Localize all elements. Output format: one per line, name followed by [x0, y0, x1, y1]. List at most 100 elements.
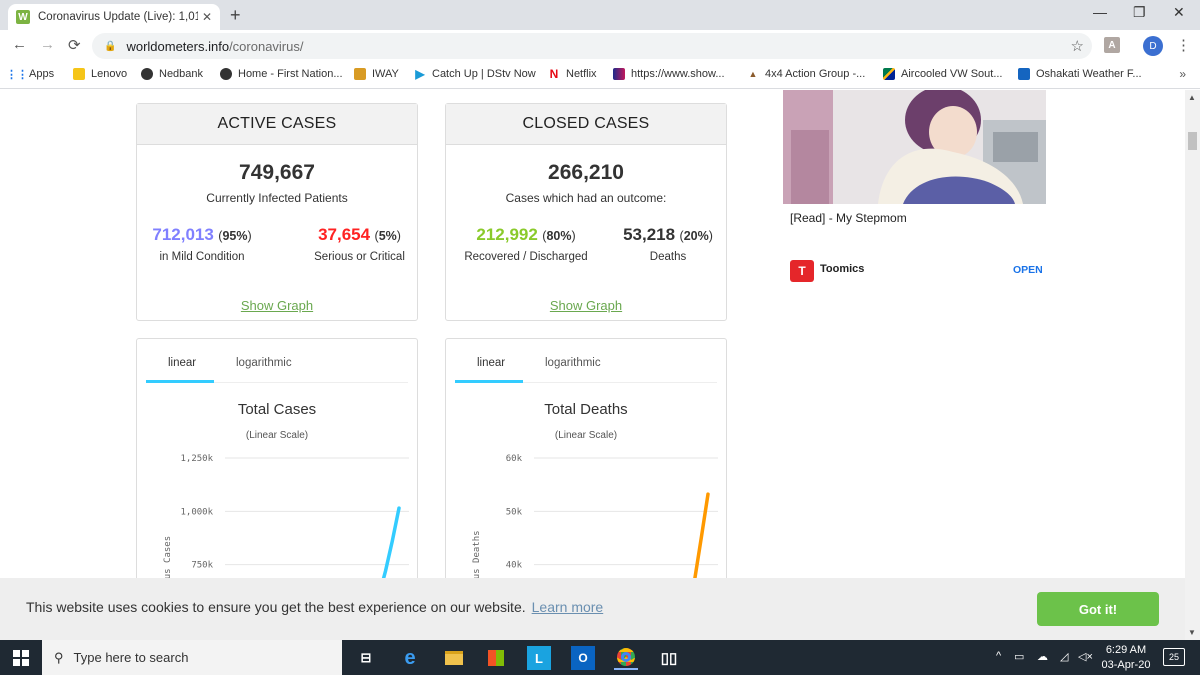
new-tab-button[interactable]: + [230, 5, 241, 25]
active-tab-indicator [146, 380, 214, 383]
y-tick-label: 50k [506, 507, 523, 517]
onedrive-icon[interactable]: ☁ [1037, 651, 1048, 663]
chrome-taskbar-icon[interactable] [614, 646, 638, 670]
netflix-icon: N [549, 67, 559, 81]
bookmark-nedbank[interactable]: Nedbank [141, 68, 203, 80]
taskbar-search-placeholder: Type here to search [73, 650, 189, 665]
bookmark-4x4[interactable]: ▲ 4x4 Action Group -... [747, 68, 866, 80]
ad-open-button[interactable]: OPEN [1013, 264, 1043, 276]
serious-critical-label: Serious or Critical [314, 251, 405, 263]
bookmark-iway[interactable]: IWAY [354, 68, 399, 80]
url-path: /coronavirus/ [229, 38, 304, 54]
back-arrow-icon[interactable]: ← [12, 36, 27, 53]
file-explorer-icon[interactable] [442, 646, 466, 670]
folder-icon [73, 68, 85, 80]
edge-browser-icon[interactable]: e [404, 646, 416, 669]
weather-icon [1018, 68, 1030, 80]
bookmark-label: Lenovo [91, 68, 128, 80]
flag-icon [883, 68, 895, 80]
task-view-icon[interactable]: ⊟ [360, 650, 372, 665]
ad-caption[interactable]: [Read] - My Stepmom [790, 211, 907, 225]
windows-taskbar: ⚲ Type here to search ⊟ e L O ▯▯ ^ ▭ ☁ ◿… [0, 640, 1200, 675]
bookmark-aircooled-vw[interactable]: Aircooled VW Sout... [883, 68, 1003, 80]
page-scrollbar[interactable]: ▲ ▼ [1185, 90, 1200, 640]
mild-condition-stat: 712,013 (95%) in Mild Condition [145, 225, 259, 263]
wifi-icon[interactable]: ◿ [1060, 651, 1069, 663]
active-cases-show-graph-link[interactable]: Show Graph [240, 298, 314, 313]
tray-expand-icon[interactable]: ^ [996, 650, 1002, 662]
window-minimize-button[interactable]: — [1093, 4, 1107, 20]
bookmark-first-national[interactable]: Home - First Nation... [220, 68, 343, 80]
bookmark-apps[interactable]: ⋮⋮ Apps [6, 68, 54, 81]
closed-cases-title: CLOSED CASES [446, 104, 726, 145]
bookmark-label: Home - First Nation... [238, 68, 343, 80]
bookmark-star-icon[interactable]: ☆ [1070, 38, 1084, 55]
lenovo-vantage-icon[interactable]: L [527, 646, 551, 670]
bookmark-label: Nedbank [159, 68, 204, 80]
lock-icon: 🔒 [104, 40, 117, 52]
bookmark-dstv[interactable]: ▶ Catch Up | DStv Now [414, 67, 536, 81]
cookie-accept-button[interactable]: Got it! [1037, 592, 1159, 626]
serious-critical-value: 37,654 [318, 225, 371, 244]
search-icon: ⚲ [54, 649, 64, 665]
taskbar-search-box[interactable]: ⚲ Type here to search [42, 640, 342, 675]
tab-close-icon[interactable]: ✕ [201, 10, 212, 24]
active-cases-total-label: Currently Infected Patients [206, 191, 348, 205]
tab-linear[interactable]: linear [168, 357, 197, 369]
mild-condition-value: 712,013 [152, 225, 214, 244]
page-viewport: ACTIVE CASES 749,667 Currently Infected … [0, 90, 1185, 640]
clock-time: 6:29 AM [1105, 644, 1147, 656]
chrome-menu-icon[interactable]: ⋮ [1176, 37, 1191, 54]
showmax-icon [613, 68, 625, 80]
active-tab-indicator [455, 380, 523, 383]
serious-critical-pct: 5% [378, 229, 397, 243]
closed-cases-show-graph-link[interactable]: Show Graph [549, 298, 623, 313]
scroll-thumb[interactable] [1188, 132, 1197, 150]
address-bar[interactable]: 🔒 worldometers.info/coronavirus/ ☆ [92, 33, 1092, 59]
window-close-button[interactable]: ✕ [1173, 4, 1185, 20]
globe-icon [220, 68, 232, 80]
tab-logarithmic[interactable]: logarithmic [236, 357, 292, 369]
scroll-up-arrow-icon[interactable]: ▲ [1188, 93, 1196, 102]
browser-tab[interactable]: W Coronavirus Update (Live): 1,015, ✕ [8, 4, 220, 30]
cookie-message: This website uses cookies to ensure you … [26, 599, 526, 615]
outlook-icon[interactable]: O [571, 646, 595, 670]
cookie-learn-more-link[interactable]: Learn more [531, 599, 604, 615]
start-button[interactable] [0, 640, 42, 675]
forward-arrow-icon[interactable]: → [40, 36, 55, 53]
clock-date: 03-Apr-20 [1101, 659, 1151, 671]
pdf-extension-icon[interactable]: A [1104, 37, 1120, 53]
active-cases-total: 749,667 [239, 161, 315, 184]
window-restore-button[interactable]: ❐ [1133, 4, 1146, 20]
scroll-down-arrow-icon[interactable]: ▼ [1188, 628, 1196, 637]
bookmark-oshakati-weather[interactable]: Oshakati Weather F... [1018, 68, 1142, 80]
microsoft-store-icon[interactable] [484, 646, 508, 670]
book-reader-icon[interactable]: ▯▯ [660, 650, 678, 667]
bookmark-label: Catch Up | DStv Now [432, 68, 536, 80]
worldometers-favicon-icon: W [16, 10, 30, 24]
bookmark-showmax[interactable]: https://www.show... [613, 68, 725, 80]
globe-icon [141, 68, 153, 80]
browser-toolbar: ← → ⟳ 🔒 worldometers.info/coronavirus/ ☆… [0, 30, 1200, 62]
reload-icon[interactable]: ⟳ [68, 37, 81, 54]
bookmark-netflix[interactable]: N Netflix [548, 67, 597, 81]
taskbar-clock[interactable]: 6:29 AM 03-Apr-20 [1098, 643, 1154, 673]
bookmark-label: https://www.show... [631, 68, 725, 80]
battery-icon[interactable]: ▭ [1014, 651, 1025, 663]
toomics-logo-icon: T [790, 260, 814, 282]
ad-comic-image[interactable] [783, 90, 1046, 204]
tab-linear[interactable]: linear [477, 357, 506, 369]
bookmarks-more-button[interactable]: » [1179, 67, 1186, 81]
recovered-stat: 212,992 (80%) Recovered / Discharged [452, 225, 600, 263]
4x4-icon: ▲ [748, 69, 758, 79]
chart-subtitle: (Linear Scale) [245, 430, 309, 441]
y-tick-label: 1,000k [180, 507, 213, 517]
deaths-label: Deaths [649, 251, 687, 263]
bookmark-label: Netflix [566, 68, 597, 80]
bookmark-lenovo[interactable]: Lenovo [73, 68, 127, 80]
cookie-consent-bar: This website uses cookies to ensure you … [0, 578, 1185, 640]
tab-logarithmic[interactable]: logarithmic [545, 357, 601, 369]
notification-center-icon[interactable]: 25 [1163, 648, 1185, 666]
volume-icon[interactable]: ◁× [1078, 651, 1093, 663]
profile-avatar[interactable]: D [1143, 36, 1163, 56]
